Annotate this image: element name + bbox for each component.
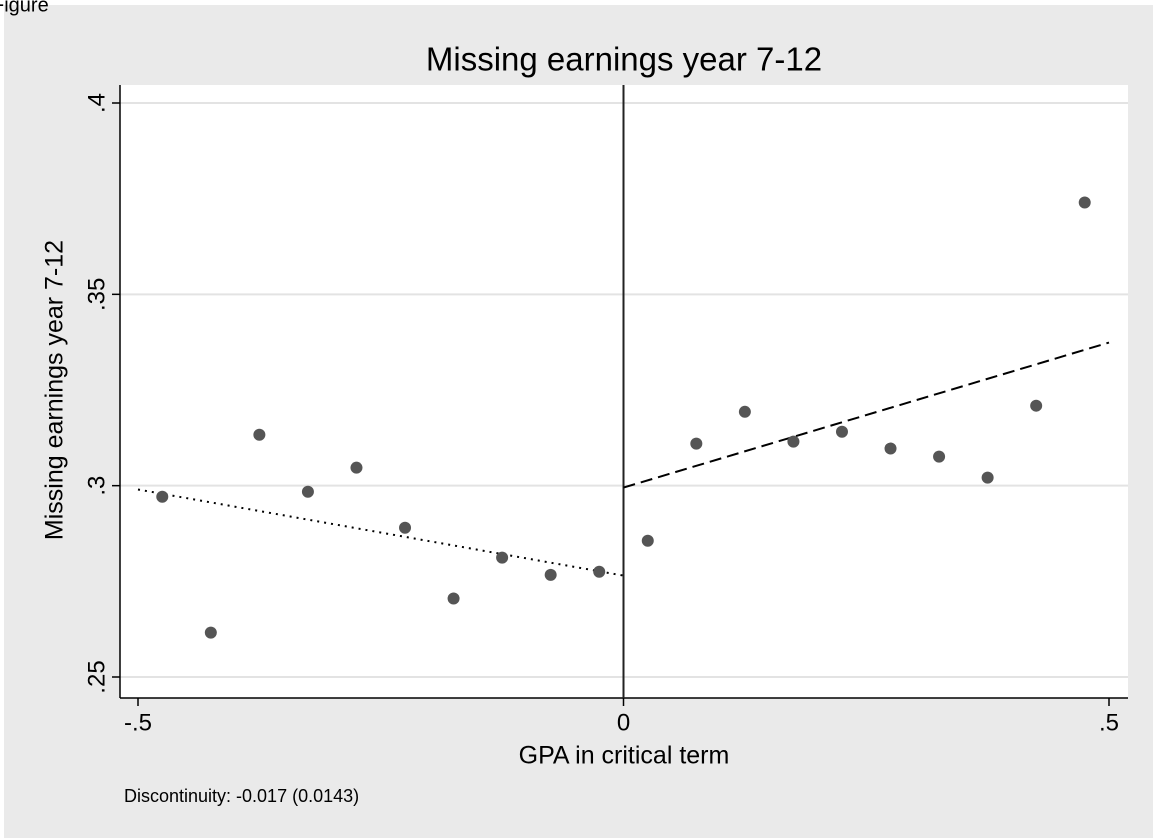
page-label: Figure <box>0 0 49 16</box>
data-point <box>1030 399 1043 412</box>
data-point <box>593 565 606 578</box>
fit-line <box>137 488 624 577</box>
data-point <box>884 442 897 455</box>
data-point <box>350 461 363 474</box>
data-point <box>253 428 266 441</box>
data-point <box>447 592 460 605</box>
data-point <box>399 521 412 534</box>
data-point <box>1078 196 1091 209</box>
x-tick-label: 0 <box>617 709 630 736</box>
data-point <box>204 626 217 639</box>
x-tick-label: .5 <box>1099 709 1119 736</box>
data-point <box>156 490 169 503</box>
note: Discontinuity: -0.017 (0.0143) <box>124 786 359 806</box>
data-point <box>835 425 848 438</box>
x-axis-label: GPA in critical term <box>519 742 730 770</box>
data-point <box>933 450 946 463</box>
data-point <box>690 437 703 450</box>
y-tick-label: .35 <box>83 278 110 311</box>
fit-line <box>623 341 1110 489</box>
y-tick-label: .4 <box>83 93 110 113</box>
x-tick-label: -.5 <box>124 709 152 736</box>
data-point <box>301 485 314 498</box>
y-axis-label: Missing earnings year 7-12 <box>41 240 69 540</box>
data-point <box>787 435 800 448</box>
y-tick-label: .25 <box>83 660 110 693</box>
data-point <box>496 551 509 564</box>
y-tick-label: .3 <box>83 476 110 496</box>
data-point <box>981 471 994 484</box>
chart-title: Missing earnings year 7-12 <box>426 41 822 78</box>
data-point <box>641 534 654 547</box>
data-point <box>738 405 751 418</box>
data-point <box>544 568 557 581</box>
